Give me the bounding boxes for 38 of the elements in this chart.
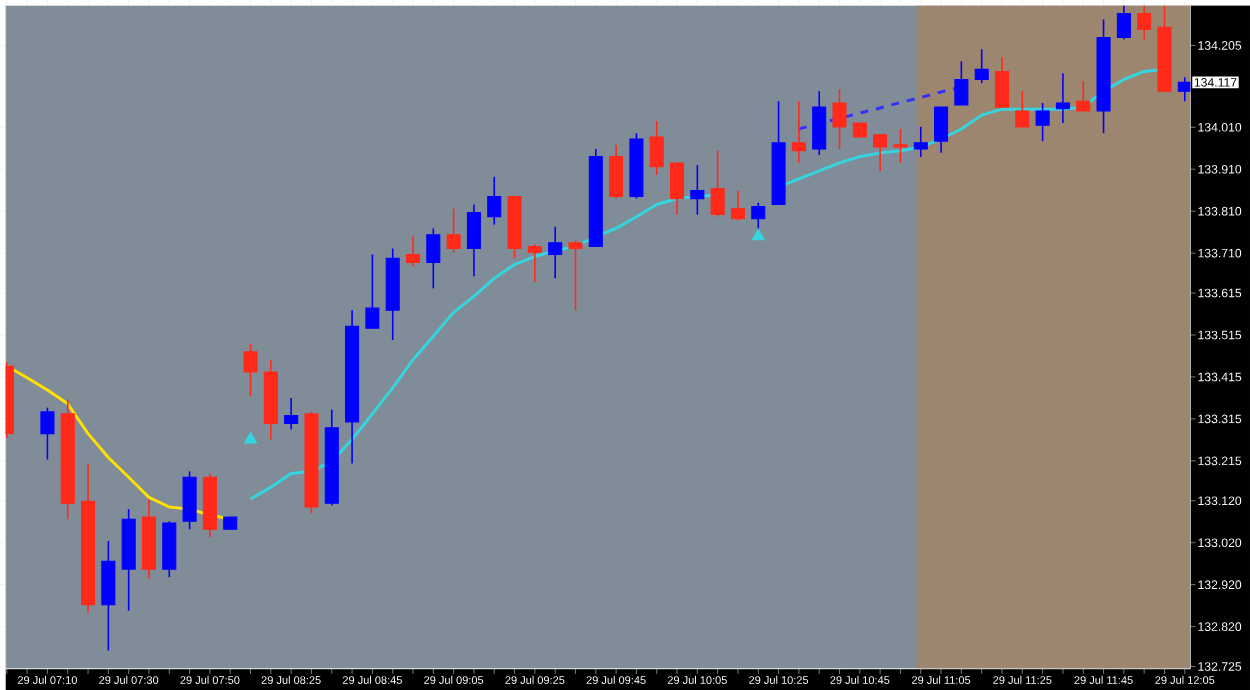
candlestick [446, 207, 461, 253]
candlestick [893, 127, 908, 164]
candlestick [365, 253, 380, 329]
candlestick [812, 90, 827, 156]
candlestick [101, 539, 116, 652]
candlestick [974, 48, 989, 84]
candlestick [1035, 101, 1050, 142]
candlestick [284, 396, 299, 430]
candlestick [934, 106, 949, 154]
candlestick [487, 175, 502, 226]
candlestick [1055, 72, 1070, 124]
candlestick [182, 470, 197, 530]
candlestick [609, 143, 624, 200]
candlestick [40, 406, 55, 461]
candlestick [994, 56, 1010, 108]
candlestick [1076, 80, 1091, 112]
candlestick [527, 243, 542, 283]
candlestick [548, 225, 563, 279]
candlestick [1116, 5, 1131, 41]
candlestick [710, 149, 725, 218]
candlestick [832, 88, 847, 150]
candlestick [426, 227, 441, 289]
candlestick [243, 342, 258, 397]
candlestick [730, 189, 745, 221]
candlestick [954, 60, 969, 106]
candlestick [1015, 90, 1030, 128]
candlestick [162, 520, 177, 578]
candlestick [791, 100, 806, 164]
candlestick [1137, 5, 1152, 41]
candlestick [913, 125, 928, 158]
candlestick [670, 161, 685, 216]
candlestick [873, 133, 888, 172]
candlestick [568, 239, 583, 311]
candlestick [751, 201, 766, 229]
candlestick [649, 119, 664, 176]
candlestick [690, 163, 705, 216]
candlestick [466, 203, 481, 277]
candlestick [405, 235, 421, 267]
